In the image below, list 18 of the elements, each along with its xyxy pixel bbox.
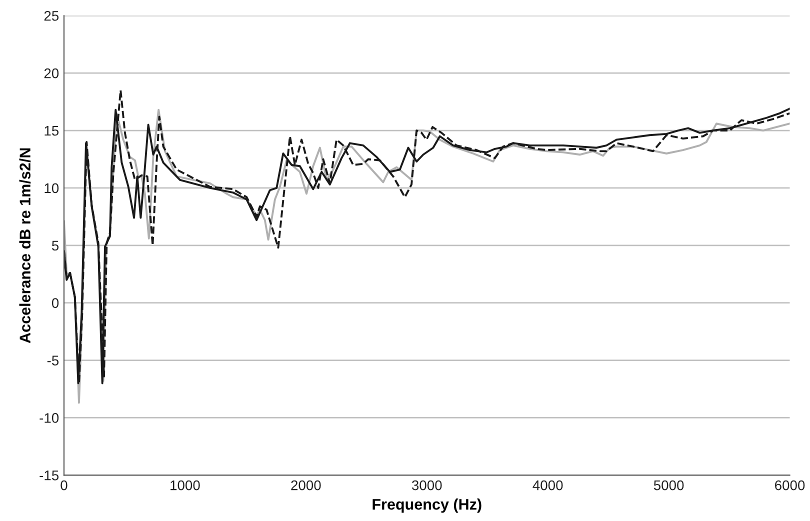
y-tick-label: 5 (52, 240, 59, 251)
x-tick-label: 4000 (532, 480, 563, 490)
y-tick-label: 20 (44, 68, 59, 78)
y-tick-label: -10 (40, 413, 59, 423)
y-tick-label: 10 (44, 183, 59, 194)
y-tick-label: -5 (47, 356, 59, 366)
x-tick-label: 2000 (291, 480, 321, 490)
y-tick-label: 25 (44, 10, 59, 21)
x-tick-label: 0 (60, 480, 68, 490)
y-tick-label: 0 (52, 298, 59, 308)
x-tick-label: 6000 (775, 480, 805, 490)
x-tick-label: 5000 (654, 480, 684, 490)
y-tick-label: -15 (40, 470, 59, 480)
y-axis-title: Accelerance dB re 1m/s2/N (19, 148, 31, 344)
y-tick-label: 15 (44, 126, 59, 136)
x-tick-label: 1000 (170, 480, 200, 490)
x-axis-title: Frequency (Hz) (372, 498, 482, 513)
x-tick-label: 3000 (412, 480, 442, 490)
